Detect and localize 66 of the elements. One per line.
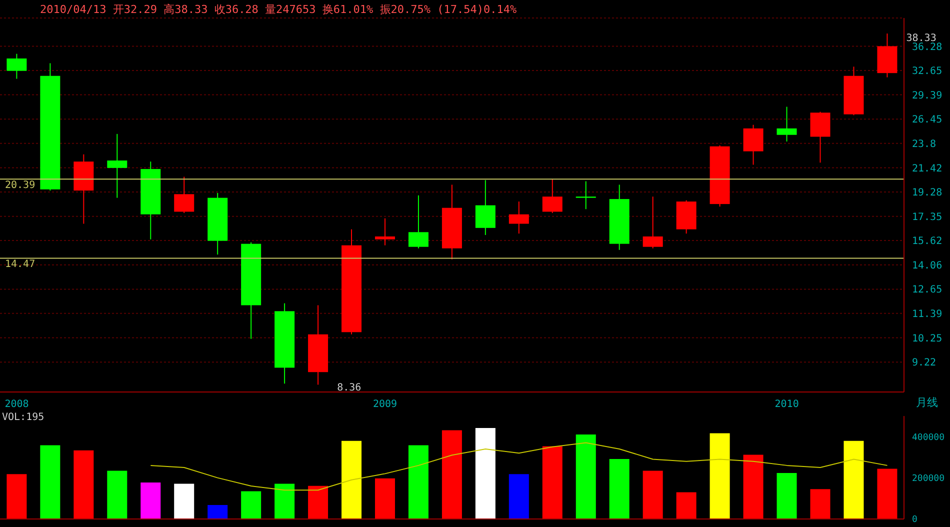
y-tick-label: 19.28 bbox=[912, 188, 942, 199]
y-tick-label: 36.28 bbox=[912, 42, 942, 53]
bar bbox=[6, 474, 27, 519]
bar bbox=[140, 482, 161, 519]
y-tick-label: 21.42 bbox=[912, 163, 942, 174]
ref-line-label: 20.39 bbox=[5, 180, 36, 192]
bar bbox=[810, 489, 830, 519]
bar bbox=[374, 478, 395, 519]
bar bbox=[107, 470, 128, 519]
bar bbox=[442, 430, 462, 519]
bar bbox=[208, 504, 228, 519]
y-tick-label: 23.8 bbox=[912, 138, 936, 150]
line-series bbox=[150, 442, 888, 491]
candlestick bbox=[374, 218, 395, 246]
bar bbox=[342, 440, 362, 519]
candlestick bbox=[6, 53, 27, 80]
candlestick bbox=[475, 180, 496, 236]
candlestick bbox=[408, 194, 428, 249]
candlestick bbox=[107, 133, 128, 198]
x-tick-label: 2008 bbox=[4, 399, 29, 410]
y-tick-label: 26.45 bbox=[912, 114, 942, 126]
bar bbox=[576, 434, 596, 519]
bar bbox=[609, 459, 630, 519]
y-tick-label: 400000 bbox=[912, 432, 945, 443]
annotation: 8.36 bbox=[337, 382, 362, 394]
bar bbox=[542, 446, 562, 519]
candlestick bbox=[174, 176, 194, 214]
y-tick-label: 15.62 bbox=[912, 236, 942, 248]
y-tick-label: 11.39 bbox=[912, 308, 942, 320]
y-tick-label: 17.35 bbox=[912, 212, 942, 223]
bar bbox=[743, 454, 764, 519]
y-tick-label: 14.06 bbox=[912, 260, 942, 272]
bar bbox=[74, 450, 94, 519]
bar bbox=[710, 433, 730, 519]
bar bbox=[241, 491, 262, 519]
y-tick-label: 29.39 bbox=[912, 90, 942, 102]
bar bbox=[776, 473, 797, 519]
y-tick-label: 9.22 bbox=[912, 358, 936, 369]
bar bbox=[508, 474, 529, 519]
ref-line-label: 14.47 bbox=[5, 259, 36, 270]
y-tick-label: 0 bbox=[912, 515, 918, 526]
bar bbox=[274, 484, 295, 519]
candlestick bbox=[642, 196, 663, 249]
y-tick-label: 12.65 bbox=[912, 284, 942, 296]
candlestick bbox=[542, 178, 562, 214]
bar bbox=[877, 468, 898, 519]
bar bbox=[308, 486, 328, 519]
y-tick-label: 32.65 bbox=[912, 66, 942, 78]
candlestick bbox=[743, 124, 764, 166]
bar bbox=[642, 470, 663, 519]
y-tick-label: 10.25 bbox=[912, 333, 942, 344]
x-tick-label: 2010 bbox=[774, 399, 799, 410]
candlestick bbox=[508, 201, 529, 234]
x-tick-label: 2009 bbox=[372, 399, 398, 410]
chart-subtitle: 2010/04/13 开32.29 高38.33 收36.28 量247653 换61.01% 振20.75% (17.54)0.14% bbox=[40, 2, 517, 17]
annotation: VOL:195 bbox=[2, 412, 44, 423]
bar bbox=[40, 445, 60, 519]
candlestick bbox=[576, 180, 596, 210]
text: 月线 bbox=[916, 395, 938, 410]
bar bbox=[475, 428, 496, 519]
candlestick bbox=[776, 106, 797, 142]
bar bbox=[676, 492, 696, 519]
bar bbox=[408, 445, 428, 519]
bar bbox=[844, 440, 864, 519]
bar bbox=[174, 484, 194, 519]
y-tick-label: 200000 bbox=[912, 474, 945, 484]
